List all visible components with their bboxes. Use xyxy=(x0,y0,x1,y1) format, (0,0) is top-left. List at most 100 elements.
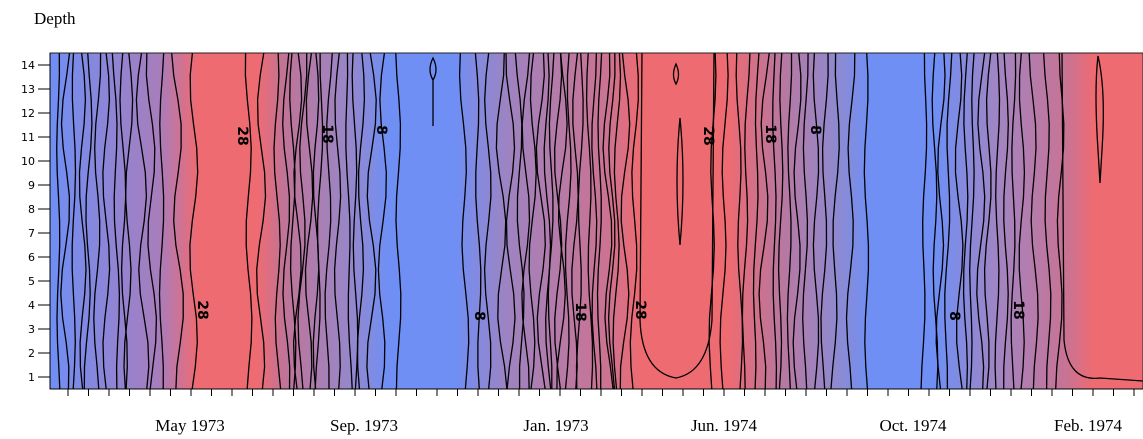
y-tick-label: 12 xyxy=(21,107,35,120)
isotherm-line xyxy=(304,53,314,389)
x-axis: May 1973 Sep. 1973 Jan. 1973 Jun. 1974 Oct. … xyxy=(50,388,1143,435)
y-tick-label: 6 xyxy=(28,251,35,264)
isotherm-line xyxy=(1018,53,1026,389)
y-tick-label: 2 xyxy=(28,347,35,360)
isotherm-line xyxy=(607,53,616,389)
isotherm-line xyxy=(312,53,320,389)
isotherm-line xyxy=(629,53,639,389)
isotherm-line xyxy=(820,53,829,389)
isotherm-label: 8 xyxy=(471,311,487,321)
isotherm-label: 18 xyxy=(319,124,335,143)
isotherm-label: 18 xyxy=(572,302,588,321)
isotherm-line xyxy=(944,53,953,389)
isotherm-line xyxy=(474,53,482,389)
y-tick-label: 11 xyxy=(21,131,35,144)
isotherm-line xyxy=(256,53,267,389)
isotherm-line xyxy=(962,53,969,389)
isotherm-line xyxy=(71,53,77,389)
y-axis-label: Depth xyxy=(34,9,76,28)
isotherm-line xyxy=(777,53,784,389)
isotherm-line xyxy=(556,53,568,389)
isotherm-line xyxy=(282,53,291,389)
isotherm-line xyxy=(458,53,470,389)
isotherm-line xyxy=(1028,53,1039,389)
isotherm-label: 28 xyxy=(632,300,648,319)
isotherm-line xyxy=(1003,53,1009,389)
isotherm-line xyxy=(345,53,353,389)
y-tick-label: 5 xyxy=(28,275,35,288)
isotherm-line xyxy=(564,53,572,389)
isotherm-line xyxy=(314,53,324,389)
isotherm-line xyxy=(802,53,809,389)
isotherm-line xyxy=(273,53,282,389)
isotherm-line xyxy=(297,53,308,389)
isotherm-line xyxy=(575,53,584,389)
isotherm-line xyxy=(935,53,946,389)
y-tick-label: 10 xyxy=(21,155,35,168)
y-tick-label: 7 xyxy=(28,227,35,240)
isotherm-line xyxy=(863,53,870,389)
x-tick-label: May 1973 xyxy=(155,416,224,435)
isotherm-line xyxy=(324,53,333,389)
isotherm-line xyxy=(521,53,531,389)
isotherm-label: 8 xyxy=(807,125,823,135)
isotherm-line xyxy=(171,53,184,389)
isotherm-line xyxy=(954,53,964,389)
isotherm-loop xyxy=(639,53,715,379)
isotherm-line xyxy=(845,53,856,389)
isotherm-line xyxy=(135,53,150,389)
isotherm-label: 18 xyxy=(1010,300,1026,319)
isotherm-line xyxy=(612,53,622,389)
isotherm-closed-contour xyxy=(672,62,680,86)
isotherm-line xyxy=(495,53,508,389)
isotherm-line xyxy=(786,53,793,389)
isotherm-line xyxy=(158,53,165,389)
isotherm-line xyxy=(969,53,975,389)
isotherm-line xyxy=(758,53,770,389)
y-tick-label: 1 xyxy=(28,371,35,384)
isotherm-line xyxy=(591,53,598,389)
isotherm-line xyxy=(792,53,802,389)
isotherm-line xyxy=(752,53,760,389)
y-tick-label: 14 xyxy=(21,59,35,72)
isotherm-line xyxy=(585,53,594,389)
isotherm-line xyxy=(505,53,516,389)
isotherm-line xyxy=(366,53,377,389)
isotherm-closed-contour xyxy=(429,56,437,126)
x-tick-label: Oct. 1974 xyxy=(879,416,947,435)
isotherm-line xyxy=(619,53,631,389)
isotherm-line xyxy=(741,53,751,389)
y-tick-label: 3 xyxy=(28,323,35,336)
isotherm-closed-contour xyxy=(676,117,684,246)
isotherm-line xyxy=(514,53,525,389)
isotherm-line xyxy=(602,53,614,389)
y-tick-label: 9 xyxy=(28,179,35,192)
isotherm-line xyxy=(994,53,1001,389)
isotherm-loop xyxy=(1061,53,1143,382)
isotherm-line xyxy=(535,53,546,389)
isotherm-line xyxy=(735,53,744,389)
isotherm-line xyxy=(719,53,729,389)
x-tick-label: Feb. 1974 xyxy=(1054,416,1123,435)
isotherm-line xyxy=(83,53,93,389)
isotherm-line xyxy=(60,53,71,389)
isotherm-line xyxy=(102,53,111,389)
x-tick-label: Jun. 1974 xyxy=(691,416,758,435)
isotherm-line xyxy=(78,53,87,389)
isotherm-label: 8 xyxy=(946,311,962,321)
isotherm-lines xyxy=(56,53,1143,389)
isotherm-line xyxy=(483,53,492,389)
isotherm-line xyxy=(1010,53,1017,389)
y-tick-label: 8 xyxy=(28,203,35,216)
isotherm-line xyxy=(547,53,555,389)
isotherm-line xyxy=(93,53,102,389)
y-tick-label: 4 xyxy=(28,299,35,312)
isotherm-line xyxy=(145,53,158,389)
isotherm-line xyxy=(289,53,297,389)
isotherm-line xyxy=(244,53,253,389)
y-tick-label: 13 xyxy=(21,83,35,96)
isotherm-line xyxy=(976,53,986,389)
x-tick-label: Jan. 1973 xyxy=(523,416,588,435)
isotherm-label: 28 xyxy=(194,300,210,319)
